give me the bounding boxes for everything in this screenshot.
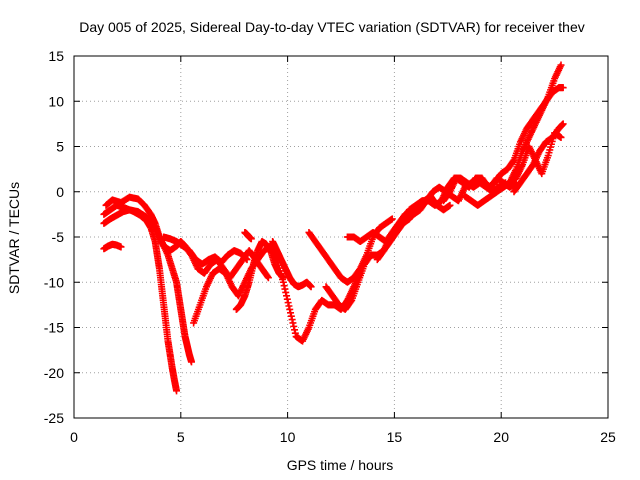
x-axis-ticks: 0 5 10 15 20 25 <box>70 56 616 445</box>
y-tick-label: 15 <box>48 48 64 64</box>
data-point-marker <box>557 133 565 141</box>
series-sat-h <box>232 238 287 313</box>
data-series <box>100 61 567 395</box>
series-sat-b <box>100 201 181 395</box>
data-point-marker <box>187 358 195 366</box>
x-tick-label: 25 <box>600 429 616 445</box>
x-tick-label: 20 <box>493 429 509 445</box>
series-sat-j <box>269 238 315 291</box>
y-tick-label: -20 <box>44 365 64 381</box>
data-point-marker <box>280 282 288 290</box>
data-point-marker <box>307 283 315 291</box>
y-tick-label: 0 <box>56 184 64 200</box>
series-sat-d <box>100 240 125 253</box>
x-tick-label: 10 <box>280 429 296 445</box>
data-point-marker <box>173 387 181 395</box>
chart-title: Day 005 of 2025, Sidereal Day-to-day VTE… <box>79 19 585 35</box>
data-point-marker <box>287 312 295 320</box>
data-point-marker <box>559 120 567 128</box>
series-sat-r <box>493 129 565 191</box>
data-point-marker <box>283 295 291 303</box>
y-tick-label: -5 <box>52 229 65 245</box>
data-point-marker <box>284 299 292 307</box>
data-point-marker <box>282 288 290 296</box>
data-point-marker <box>446 201 454 209</box>
y-axis-ticks: -25 -20 -15 -10 -5 0 5 10 15 <box>44 48 608 426</box>
y-tick-label: 10 <box>48 93 64 109</box>
data-point-marker <box>264 274 272 282</box>
data-point-marker <box>557 61 565 69</box>
y-tick-label: -25 <box>44 410 64 426</box>
data-point-marker <box>287 309 295 317</box>
series-sat-s <box>510 120 567 196</box>
data-point-marker <box>247 235 255 243</box>
x-tick-label: 15 <box>387 429 403 445</box>
x-axis-title: GPS time / hours <box>287 457 394 473</box>
data-point-marker <box>290 322 298 330</box>
data-point-marker <box>117 243 125 251</box>
series-sat-p <box>440 84 567 205</box>
data-point-marker <box>289 319 297 327</box>
data-point-marker <box>291 329 299 337</box>
data-point-marker <box>285 302 293 310</box>
data-point-marker <box>559 84 567 92</box>
x-tick-label: 5 <box>177 429 185 445</box>
data-point-marker <box>281 285 289 293</box>
data-point-marker <box>388 215 396 223</box>
data-point-marker <box>288 316 296 324</box>
y-tick-label: 5 <box>56 139 64 155</box>
y-axis-title: SDTVAR / TECUs <box>6 182 22 294</box>
data-point-marker <box>291 326 299 334</box>
y-tick-label: -15 <box>44 320 64 336</box>
data-point-marker <box>279 274 287 282</box>
y-tick-label: -10 <box>44 274 64 290</box>
data-point-marker <box>286 305 294 313</box>
data-point-marker <box>283 292 291 300</box>
series-sat-i <box>241 228 255 243</box>
x-tick-label: 0 <box>70 429 78 445</box>
series-sat-c <box>100 206 195 366</box>
data-point-marker <box>264 273 272 281</box>
